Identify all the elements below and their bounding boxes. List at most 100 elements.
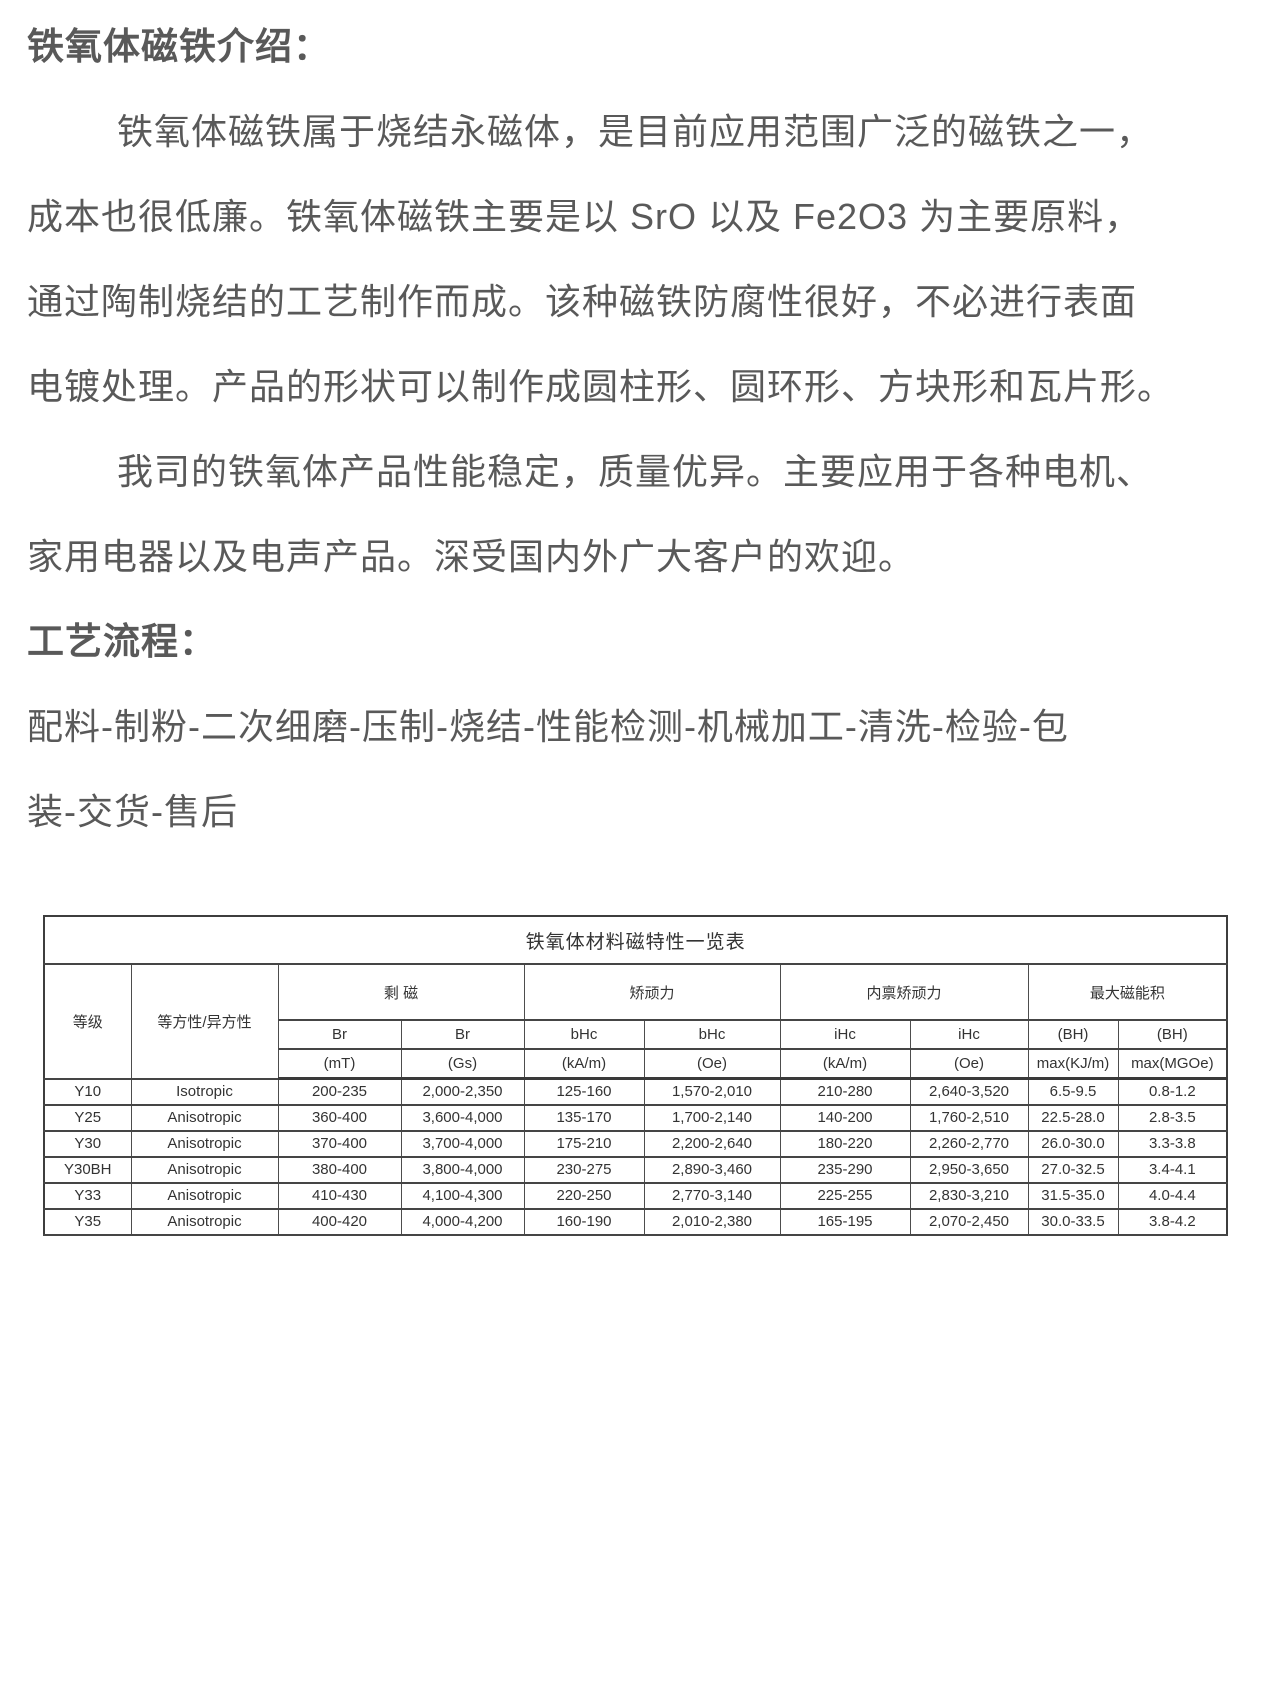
table-cell: 3.3-3.8 — [1117, 1129, 1228, 1158]
table-cell: 410-430 — [277, 1181, 402, 1210]
text-line: 电镀处理。产品的形状可以制作成圆柱形、圆环形、方块形和瓦片形。 — [27, 366, 1175, 407]
table-cell: 2.8-3.5 — [1117, 1103, 1228, 1132]
table-cell: 210-280 — [779, 1077, 911, 1106]
magnetic-properties-table: 铁氧体材料磁特性一览表 等级 等方性/异方性 剩 磁 矫顽力 内禀矫顽力 最大磁… — [43, 915, 1229, 1236]
table-cell: Anisotropic — [130, 1129, 279, 1158]
table-cell: 135-170 — [523, 1103, 645, 1132]
header-group-remanence: 剩 磁 — [277, 963, 525, 1021]
table-cell: 31.5-35.0 — [1027, 1181, 1119, 1210]
header-unit: (Oe) — [643, 1048, 781, 1080]
table-title: 铁氧体材料磁特性一览表 — [43, 915, 1228, 965]
table-cell: 140-200 — [779, 1103, 911, 1132]
table-row: Y30 Anisotropic 370-400 3,700-4,000 175-… — [43, 1129, 1228, 1158]
text-line: 通过陶制烧结的工艺制作而成。该种磁铁防腐性很好，不必进行表面 — [27, 281, 1138, 322]
table-cell: 2,010-2,380 — [643, 1207, 781, 1236]
header-unit: max(MGOe) — [1117, 1048, 1228, 1080]
table-cell: Anisotropic — [130, 1207, 279, 1236]
table-cell: Y33 — [43, 1181, 132, 1210]
table-cell: 1,760-2,510 — [909, 1103, 1029, 1132]
table-cell: 160-190 — [523, 1207, 645, 1236]
header-unit: (Gs) — [400, 1048, 525, 1080]
table-cell: 3,700-4,000 — [400, 1129, 525, 1158]
header-group-coercivity: 矫顽力 — [523, 963, 781, 1021]
table-cell: 4.0-4.4 — [1117, 1181, 1228, 1210]
table-cell: 2,070-2,450 — [909, 1207, 1029, 1236]
table-cell: 165-195 — [779, 1207, 911, 1236]
table-cell: 0.8-1.2 — [1117, 1077, 1228, 1106]
table-cell: 2,770-3,140 — [643, 1181, 781, 1210]
table-cell: Anisotropic — [130, 1181, 279, 1210]
table-cell: 220-250 — [523, 1181, 645, 1210]
header-group-intrinsic-coercivity: 内禀矫顽力 — [779, 963, 1029, 1021]
header-unit: (kA/m) — [523, 1048, 645, 1080]
table-cell: 180-220 — [779, 1129, 911, 1158]
table-cell: Y35 — [43, 1207, 132, 1236]
table-cell: 1,570-2,010 — [643, 1077, 781, 1106]
table-cell: 1,700-2,140 — [643, 1103, 781, 1132]
table-cell: Y30BH — [43, 1155, 132, 1184]
table-cell: 4,100-4,300 — [400, 1181, 525, 1210]
table-cell: 2,890-3,460 — [643, 1155, 781, 1184]
header-sub: (BH) — [1027, 1019, 1119, 1050]
table-cell: Y30 — [43, 1129, 132, 1158]
header-sub: bHc — [523, 1019, 645, 1050]
header-sub: iHc — [909, 1019, 1029, 1050]
table-cell: 26.0-30.0 — [1027, 1129, 1119, 1158]
header-unit: (Oe) — [909, 1048, 1029, 1080]
document-page: 铁氧体磁铁介绍： 铁氧体磁铁属于烧结永磁体，是目前应用范围广泛的磁铁之一， 成本… — [27, 26, 1287, 1236]
table-row: Y35 Anisotropic 400-420 4,000-4,200 160-… — [43, 1207, 1228, 1236]
table-title-row: 铁氧体材料磁特性一览表 — [43, 915, 1228, 965]
table-wrapper: 铁氧体材料磁特性一览表 等级 等方性/异方性 剩 磁 矫顽力 内禀矫顽力 最大磁… — [43, 915, 1287, 1236]
table-cell: 125-160 — [523, 1077, 645, 1106]
table-cell: 225-255 — [779, 1181, 911, 1210]
table-cell: 2,200-2,640 — [643, 1129, 781, 1158]
table-cell: 2,640-3,520 — [909, 1077, 1029, 1106]
intro-paragraph-2: 我司的铁氧体产品性能稳定，质量优异。主要应用于各种电机、 家用电器以及电声产品。… — [27, 429, 1287, 599]
table-row: Y30BH Anisotropic 380-400 3,800-4,000 23… — [43, 1155, 1228, 1184]
table-cell: 22.5-28.0 — [1027, 1103, 1119, 1132]
table-cell: 2,830-3,210 — [909, 1181, 1029, 1210]
table-cell: 360-400 — [277, 1103, 402, 1132]
table-cell: 6.5-9.5 — [1027, 1077, 1119, 1106]
header-sub: bHc — [643, 1019, 781, 1050]
table-cell: 3.4-4.1 — [1117, 1155, 1228, 1184]
table-cell: 400-420 — [277, 1207, 402, 1236]
table-row: Y10 Isotropic 200-235 2,000-2,350 125-16… — [43, 1077, 1228, 1106]
table-cell: Isotropic — [130, 1077, 279, 1106]
table-cell: 380-400 — [277, 1155, 402, 1184]
table-sub-header-row: Br Br bHc bHc iHc iHc (BH) (BH) — [44, 1019, 1228, 1050]
text-line: 我司的铁氧体产品性能稳定，质量优异。主要应用于各种电机、 — [117, 451, 1154, 492]
intro-paragraph-1: 铁氧体磁铁属于烧结永磁体，是目前应用范围广泛的磁铁之一， 成本也很低廉。铁氧体磁… — [27, 89, 1287, 429]
table-cell: 2,000-2,350 — [400, 1077, 525, 1106]
process-heading: 工艺流程： — [27, 621, 217, 662]
table-cell: 370-400 — [277, 1129, 402, 1158]
table-cell: Anisotropic — [130, 1103, 279, 1132]
header-isotropy: 等方性/异方性 — [130, 963, 279, 1080]
text-line: 配料-制粉-二次细磨-压制-烧结-性能检测-机械加工-清洗-检验-包 — [27, 706, 1069, 747]
table-cell: 3.8-4.2 — [1117, 1207, 1228, 1236]
text-line: 家用电器以及电声产品。深受国内外广大客户的欢迎。 — [27, 536, 916, 577]
table-row: Y25 Anisotropic 360-400 3,600-4,000 135-… — [43, 1103, 1228, 1132]
table-cell: 3,800-4,000 — [400, 1155, 525, 1184]
header-group-max-energy-product: 最大磁能积 — [1027, 963, 1228, 1021]
intro-heading: 铁氧体磁铁介绍： — [27, 26, 331, 67]
header-sub: Br — [400, 1019, 525, 1050]
header-grade: 等级 — [43, 963, 132, 1080]
table-cell: 30.0-33.5 — [1027, 1207, 1119, 1236]
table-cell: 235-290 — [779, 1155, 911, 1184]
header-sub: iHc — [779, 1019, 911, 1050]
table-cell: 200-235 — [277, 1077, 402, 1106]
table-group-header-row: 等级 等方性/异方性 剩 磁 矫顽力 内禀矫顽力 最大磁能积 — [43, 963, 1228, 1080]
table-unit-header-row: (mT) (Gs) (kA/m) (Oe) (kA/m) (Oe) max(KJ… — [44, 1048, 1228, 1080]
header-sub: (BH) — [1117, 1019, 1228, 1050]
table-cell: 27.0-32.5 — [1027, 1155, 1119, 1184]
table-cell: 3,600-4,000 — [400, 1103, 525, 1132]
header-unit: (mT) — [277, 1048, 402, 1080]
table-row: Y33 Anisotropic 410-430 4,100-4,300 220-… — [43, 1181, 1228, 1210]
table-cell: Y25 — [43, 1103, 132, 1132]
table-cell: Y10 — [43, 1077, 132, 1106]
table-cell: Anisotropic — [130, 1155, 279, 1184]
process-flow-paragraph: 配料-制粉-二次细磨-压制-烧结-性能检测-机械加工-清洗-检验-包 装-交货-… — [27, 684, 1287, 854]
table-cell: 2,260-2,770 — [909, 1129, 1029, 1158]
header-unit: (kA/m) — [779, 1048, 911, 1080]
